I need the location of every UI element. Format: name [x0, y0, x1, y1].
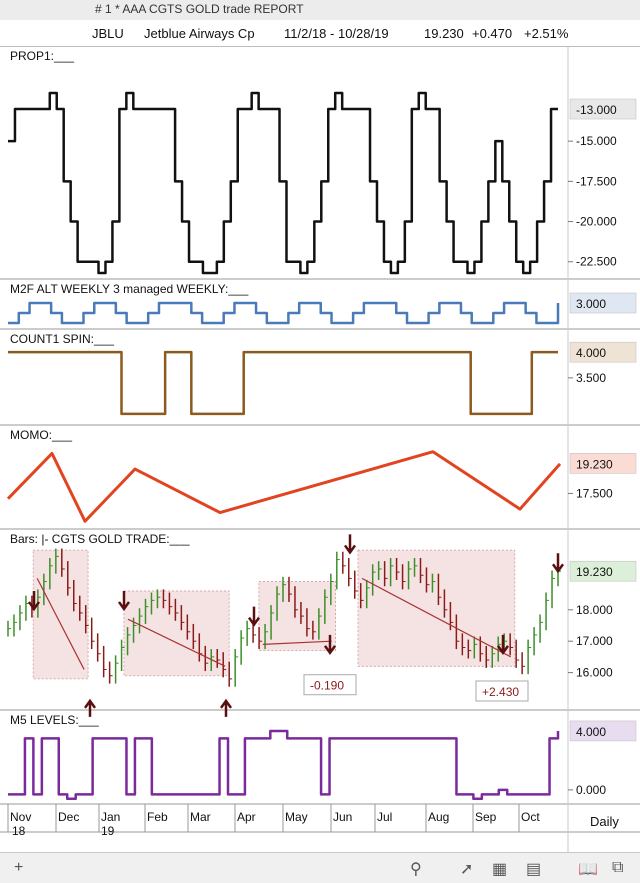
tick-label: -20.000 — [576, 215, 617, 229]
tick-label: 3.500 — [576, 371, 606, 385]
book-icon[interactable]: 📖 — [578, 861, 598, 878]
panel-m5-levels[interactable] — [0, 710, 640, 805]
series-line — [8, 729, 560, 800]
year-label: 18 — [12, 824, 26, 838]
tick-label: 18.000 — [576, 603, 613, 617]
panel-bars[interactable] — [0, 529, 640, 717]
annotation-label: +2.430 — [482, 685, 519, 699]
signal-arrow — [247, 606, 261, 627]
year-label: 19 — [101, 824, 115, 838]
last-price: 19.230 — [424, 26, 464, 41]
signal-arrow — [27, 590, 41, 612]
price-change: +0.470 — [472, 26, 513, 41]
window-title: # 1 * AAA CGTS GOLD trade REPORT — [95, 2, 304, 16]
grid-icon[interactable]: ▦ — [492, 861, 508, 878]
month-label: Feb — [147, 810, 168, 824]
company-name: Jetblue Airways Cp — [144, 26, 255, 41]
month-label: Dec — [58, 810, 79, 824]
signal-arrow — [323, 634, 337, 656]
window-titlebar: # 1 * AAA CGTS GOLD trade REPORT — [0, 0, 640, 21]
last-value-badge — [569, 98, 637, 120]
last-value-label: -13.000 — [576, 103, 617, 117]
last-value-label: 19.230 — [576, 565, 613, 579]
trend-line — [127, 618, 226, 667]
signal-arrow — [343, 534, 357, 555]
annotation-box — [303, 674, 357, 696]
tick-label: 17.000 — [576, 634, 613, 648]
panel-title: M5 LEVELS:___ — [10, 713, 99, 727]
series-line — [8, 91, 558, 275]
x-axis — [0, 804, 640, 852]
last-value-label: 19.230 — [576, 457, 613, 471]
signal-arrow — [551, 553, 565, 574]
tick-label: -22.500 — [576, 255, 617, 269]
last-value-label: 3.000 — [576, 297, 606, 311]
search-icon[interactable]: ⚲ — [410, 861, 422, 878]
tick-label: 16.000 — [576, 666, 613, 680]
month-label: Mar — [190, 810, 211, 824]
signal-arrow — [117, 590, 131, 612]
panel-title: Bars: |- CGTS GOLD TRADE:___ — [10, 532, 190, 546]
tick-label: -17.500 — [576, 174, 617, 188]
month-label: Jun — [333, 810, 352, 824]
month-label: Jul — [377, 810, 392, 824]
month-label: Sep — [475, 810, 497, 824]
plus-icon[interactable]: + — [14, 859, 24, 876]
series-line — [8, 301, 560, 325]
panel-m2f[interactable] — [0, 279, 640, 330]
annotation-box — [475, 680, 529, 702]
month-label: May — [285, 810, 308, 824]
signal-arrow — [83, 698, 97, 717]
period-label[interactable]: Daily — [590, 814, 619, 829]
last-value-label: 4.000 — [576, 725, 606, 739]
bottom-toolbar: + ⚲ ➚ ▦ ▤ 📖 ⧉ — [0, 852, 640, 883]
last-value-badge — [569, 292, 637, 314]
signal-arrow — [219, 698, 233, 717]
panel-prop1[interactable] — [0, 46, 640, 280]
month-label: Nov — [10, 810, 31, 824]
chart-line-icon[interactable]: ➚ — [460, 861, 474, 878]
panel-title: M2F ALT WEEKLY 3 managed WEEKLY:___ — [10, 282, 249, 296]
trend-line — [262, 640, 332, 645]
panel-icon[interactable]: ▤ — [526, 861, 542, 878]
price-change-pct: +2.51% — [524, 26, 569, 41]
month-label: Oct — [521, 810, 540, 824]
last-value-badge — [569, 453, 637, 474]
panel-title: PROP1:___ — [10, 49, 74, 63]
date-range[interactable]: 11/2/18 - 10/28/19 — [284, 26, 389, 41]
last-value-badge — [569, 720, 637, 742]
series-line — [6, 450, 562, 523]
signal-arrow — [496, 634, 510, 656]
symbol[interactable]: JBLU — [92, 26, 124, 41]
trade-box — [357, 549, 516, 667]
panel-title: COUNT1 SPIN:___ — [10, 332, 114, 346]
series-line — [8, 350, 558, 416]
trade-box — [32, 549, 89, 680]
trend-line — [361, 577, 512, 658]
tick-label: 17.500 — [576, 486, 613, 500]
month-label: Jan — [101, 810, 120, 824]
last-value-badge — [569, 341, 637, 363]
chart-area[interactable]: PROP1:___ -15.000 -17.500 -20.000 -22.500 -13… — [0, 46, 640, 852]
annotation-label: -0.190 — [310, 679, 344, 693]
month-label: Aug — [428, 810, 449, 824]
last-value-badge — [569, 560, 637, 582]
tick-label: -15.000 — [576, 134, 617, 148]
tick-label: 0.000 — [576, 783, 606, 797]
expand-icon[interactable]: ⧉ — [612, 859, 624, 876]
panel-title: MOMO:___ — [10, 428, 72, 442]
trend-line — [36, 578, 85, 670]
month-label: Apr — [237, 810, 256, 824]
last-value-label: 4.000 — [576, 346, 606, 360]
panel-momo[interactable] — [0, 425, 640, 530]
panel-count1-spin[interactable] — [0, 329, 640, 426]
quote-header: JBLU Jetblue Airways Cp 11/2/18 - 10/28/… — [0, 20, 640, 47]
